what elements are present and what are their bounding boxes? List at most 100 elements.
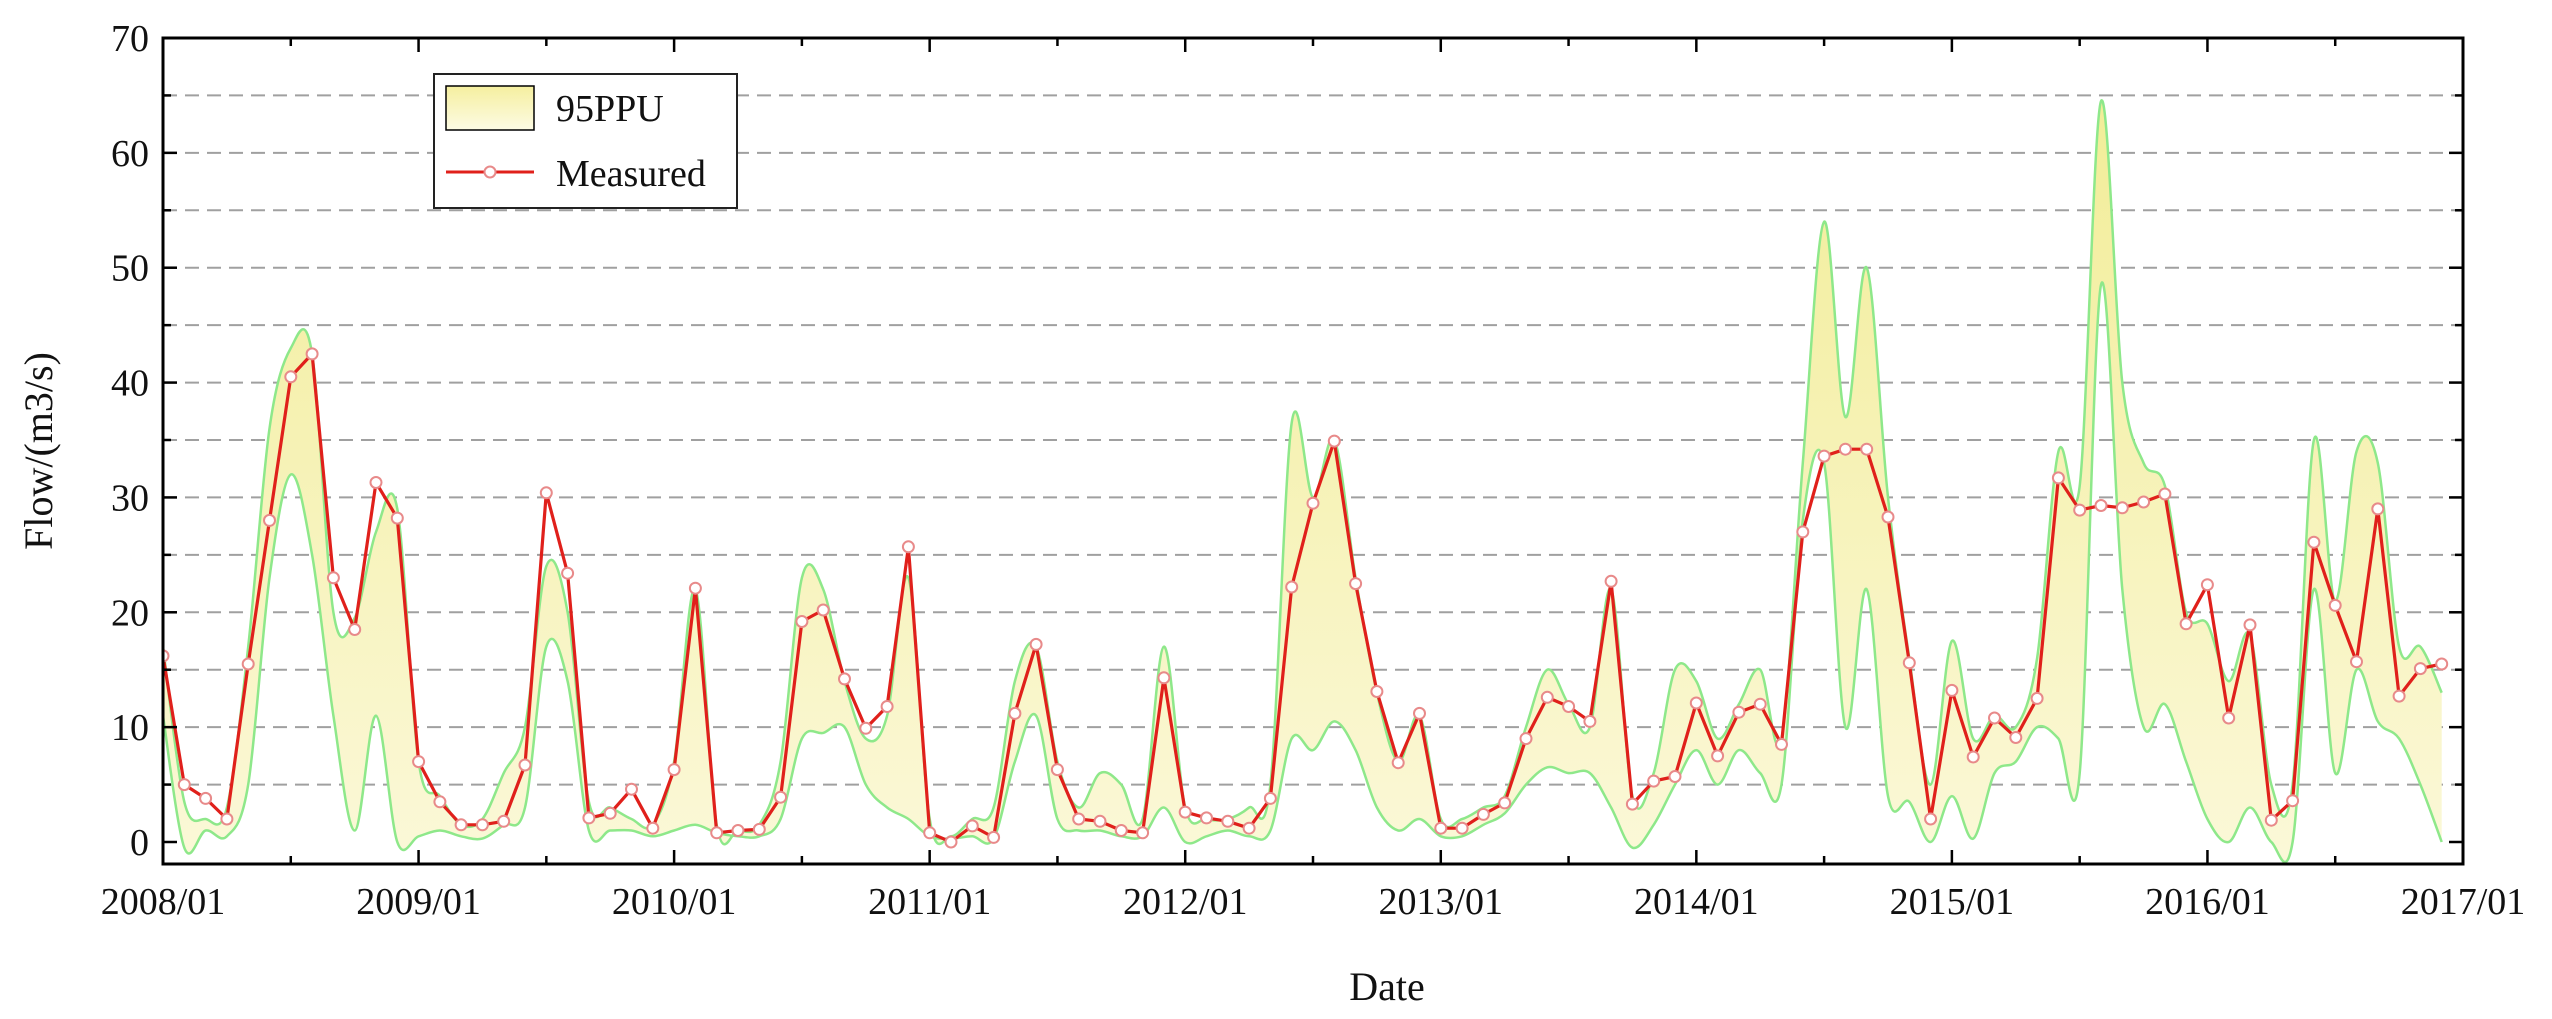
measured-point <box>1604 574 1618 588</box>
measured-point <box>2200 578 2214 592</box>
measured-point <box>625 782 638 796</box>
measured-point <box>1285 580 1299 594</box>
x-tick-label: 2012/01 <box>1123 881 1248 923</box>
measured-point <box>1540 690 1554 704</box>
x-tick-label: 2008/01 <box>101 881 226 923</box>
measured-point <box>582 811 596 825</box>
legend-swatch-95ppu <box>445 85 535 131</box>
measured-point <box>199 791 213 805</box>
measured-point <box>2243 618 2257 632</box>
measured-point <box>1498 796 1512 810</box>
measured-point <box>2435 657 2449 671</box>
measured-point <box>1860 442 1874 456</box>
measured-point <box>1072 812 1086 826</box>
measured-point <box>1711 749 1725 763</box>
x-tick-label: 2016/01 <box>2145 881 2270 923</box>
measured-point <box>2073 503 2087 517</box>
measured-point <box>2222 711 2236 725</box>
measured-point <box>1775 737 1788 751</box>
measured-point <box>475 818 489 832</box>
x-tick-label: 2013/01 <box>1378 881 1503 923</box>
measured-point <box>2137 495 2151 509</box>
y-tick-label: 70 <box>111 18 149 60</box>
measured-point <box>1221 814 1235 828</box>
measured-point <box>1306 496 1320 510</box>
band-95ppu <box>163 99 2443 864</box>
measured-point <box>901 540 915 554</box>
legend: 95PPU Measured <box>433 73 738 209</box>
measured-point <box>1945 683 1959 697</box>
measured-point <box>1050 763 1064 777</box>
y-axis: 0 10 20 30 40 50 60 70 <box>111 18 2463 864</box>
measured-point <box>1157 671 1171 685</box>
measured-point <box>1647 774 1661 788</box>
measured-point <box>1817 449 1831 463</box>
measured-point <box>1689 696 1703 710</box>
x-axis-title: Date <box>1349 964 1425 1009</box>
measured-point <box>1753 697 1767 711</box>
measured-point <box>2371 502 2385 516</box>
measured-point <box>2286 794 2300 808</box>
measured-point <box>1902 656 1916 670</box>
measured-point <box>603 806 617 820</box>
x-tick-label: 2011/01 <box>868 881 991 923</box>
band-95ppu-lower <box>163 281 2443 864</box>
measured-point <box>1391 756 1405 770</box>
measured-point <box>2264 813 2278 827</box>
measured-point <box>1455 821 1469 835</box>
y-tick-label: 10 <box>111 707 149 749</box>
measured-point <box>1562 700 1576 713</box>
measured-point <box>1583 714 1597 728</box>
measured-point <box>284 370 298 384</box>
measured-point <box>1625 797 1639 811</box>
measured-point <box>2392 689 2406 703</box>
measured-point <box>518 758 532 772</box>
measured-point <box>1263 791 1277 805</box>
measured-point <box>1796 525 1810 539</box>
measured-point <box>710 826 724 840</box>
measured-point <box>1200 811 1213 825</box>
measured-point <box>1838 442 1852 456</box>
measured-point <box>497 814 511 828</box>
measured-point <box>1988 711 2001 725</box>
measured-point <box>2328 598 2342 612</box>
measured-point <box>859 721 873 735</box>
legend-label-measured: Measured <box>556 153 706 195</box>
measured-point <box>1924 812 1938 826</box>
measured-point <box>263 513 276 527</box>
y-tick-label: 30 <box>111 477 149 519</box>
measured-point <box>923 826 937 840</box>
measured-point <box>1029 637 1043 651</box>
measured-point <box>412 755 426 769</box>
y-tick-label: 50 <box>111 248 149 290</box>
measured-point <box>1519 732 1533 746</box>
measured-point <box>2115 501 2129 515</box>
legend-swatch-measured-marker <box>483 165 497 179</box>
measured-point <box>348 623 362 636</box>
measured-point <box>454 818 468 832</box>
measured-point <box>2350 655 2363 669</box>
measured-point <box>688 581 702 595</box>
measured-point <box>2009 731 2023 744</box>
measured-point <box>1136 826 1150 840</box>
measured-point <box>241 657 255 671</box>
measured-point <box>1966 750 1980 764</box>
x-axis: 2008/01 2009/01 2010/01 2011/01 2012/01 2013/… <box>101 38 2525 923</box>
measured-series <box>163 347 2449 849</box>
y-tick-label: 0 <box>130 822 149 864</box>
measured-point <box>1242 821 1256 835</box>
measured-point <box>390 511 404 525</box>
measured-point <box>1881 510 1895 524</box>
measured-point <box>1349 577 1363 591</box>
x-tick-label: 2009/01 <box>356 881 481 923</box>
measured-point <box>1732 705 1746 719</box>
measured-point <box>731 824 745 837</box>
measured-point <box>1093 814 1107 828</box>
x-tick-label: 2014/01 <box>1634 881 1759 923</box>
y-tick-label: 20 <box>111 592 149 634</box>
measured-point <box>965 819 979 833</box>
measured-point <box>220 812 234 826</box>
measured-point <box>1413 706 1426 720</box>
measured-point <box>2094 499 2108 512</box>
measured-point <box>1178 805 1192 819</box>
